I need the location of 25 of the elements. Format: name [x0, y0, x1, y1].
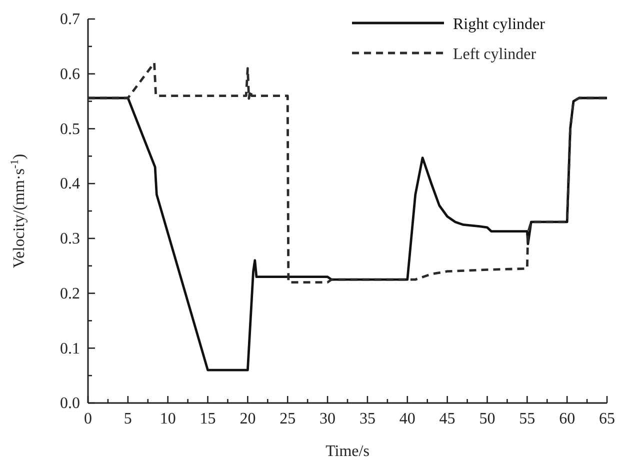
x-tick-label: 50	[479, 410, 496, 428]
x-tick-label: 65	[599, 410, 615, 428]
x-tick-label: 40	[399, 410, 416, 428]
x-tick-label: 60	[559, 410, 576, 428]
x-tick-label: 30	[320, 410, 336, 428]
y-tick-label: 0.5	[60, 120, 80, 138]
x-axis-title: Time/s	[326, 443, 370, 460]
y-tick-label: 0.4	[60, 176, 80, 193]
y-tick-label: 0.7	[60, 11, 80, 28]
x-tick-label: 45	[439, 410, 456, 428]
text: Right cylinder	[453, 16, 546, 33]
x-tick-label: 55	[519, 410, 536, 428]
y-tick-label: 0.1	[60, 340, 80, 358]
text: Left cylinder	[453, 46, 537, 63]
x-tick-label: 15	[200, 410, 216, 428]
y-tick-label: 0.6	[60, 66, 80, 83]
y-tick-label: 0.3	[60, 230, 80, 248]
x-tick-label: 25	[280, 410, 296, 428]
x-tick-label: 20	[240, 410, 256, 428]
x-tick-label: 0	[84, 410, 92, 428]
x-tick-label: 5	[124, 410, 132, 428]
y-tick-label: 0.0	[60, 395, 80, 412]
x-tick-label: 10	[160, 410, 176, 428]
x-tick-label: 35	[359, 410, 376, 428]
y-tick-label: 0.2	[60, 285, 80, 302]
